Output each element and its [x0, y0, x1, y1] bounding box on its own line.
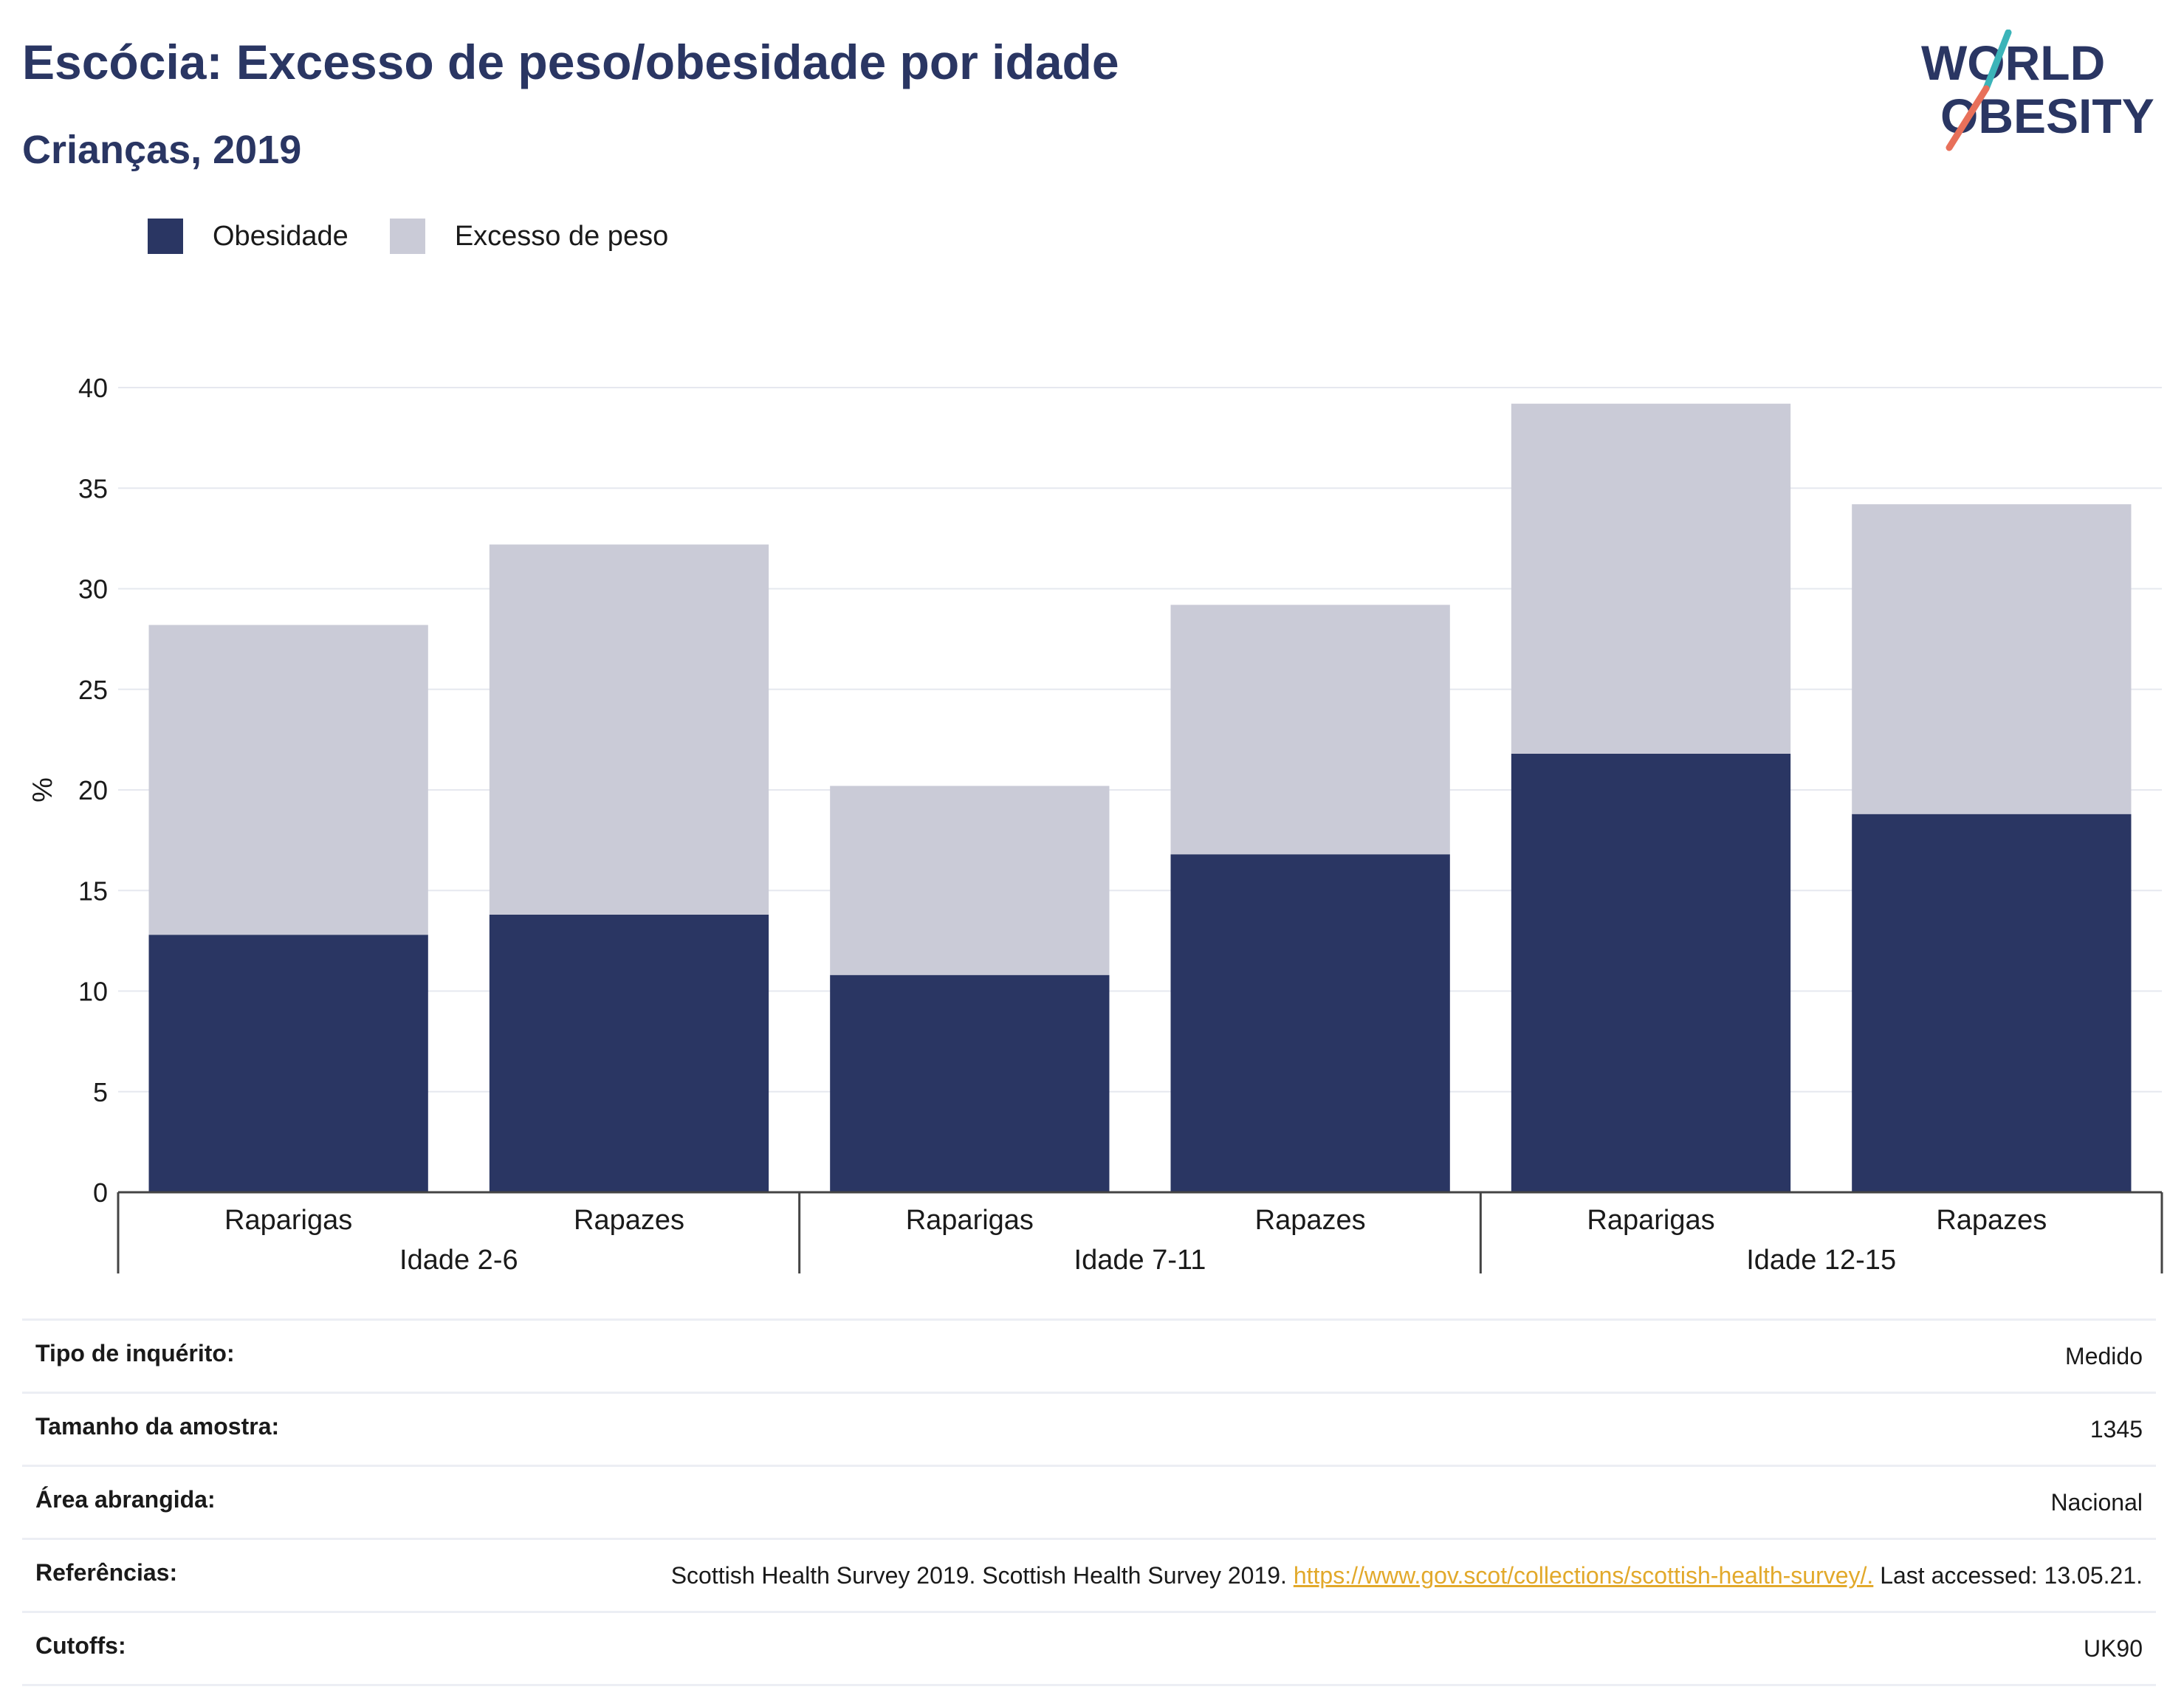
group-label: Idade 7-11: [1074, 1245, 1206, 1276]
bar-obesity: [148, 935, 428, 1192]
bar-obesity: [1852, 814, 2132, 1192]
legend-item-obesity[interactable]: Obesidade: [148, 219, 348, 254]
legend-swatch-overweight: [389, 219, 425, 254]
page-subtitle: Crianças, 2019: [22, 128, 302, 172]
meta-row-references: Referências: Scottish Health Survey 2019…: [22, 1538, 2156, 1611]
legend-item-overweight[interactable]: Excesso de peso: [389, 219, 669, 254]
y-tick-label: 20: [78, 775, 108, 805]
legend-label-overweight: Excesso de peso: [454, 220, 669, 252]
x-tick-label: Raparigas: [224, 1205, 352, 1236]
legend-swatch-obesity: [148, 219, 183, 254]
bar-obesity: [1170, 854, 1450, 1192]
group-label: Idade 2-6: [399, 1245, 518, 1276]
x-tick-label: Raparigas: [906, 1205, 1034, 1236]
bar-obesity: [830, 974, 1110, 1192]
meta-key: Área abrangida:: [35, 1486, 216, 1513]
bar-obesity: [489, 914, 769, 1192]
bar-overweight: [1852, 504, 2132, 814]
x-tick-label: Rapazes: [1255, 1205, 1366, 1236]
bar-overweight: [148, 625, 428, 935]
meta-row-cutoffs: Cutoffs: UK90: [22, 1611, 2156, 1686]
reference-text: Scottish Health Survey 2019. Scottish He…: [670, 1562, 1287, 1589]
chart-legend: Obesidade Excesso de peso: [148, 219, 710, 254]
meta-key: Tamanho da amostra:: [35, 1413, 280, 1440]
reference-accessed: Last accessed: 13.05.21.: [1880, 1562, 2143, 1589]
meta-row-sample-size: Tamanho da amostra: 1345: [22, 1392, 2156, 1465]
meta-key: Tipo de inquérito:: [35, 1340, 235, 1366]
x-tick-label: Raparigas: [1587, 1205, 1714, 1236]
bar-chart: 0 5 10 15 20 25 30 35 40% Raparigas Rapazes Raparig…: [27, 373, 2163, 1276]
world-obesity-logo: WORLD OBESITY: [1921, 30, 2154, 151]
bar-overweight: [1170, 605, 1450, 855]
y-tick-label: 5: [93, 1077, 108, 1107]
y-tick-label: 40: [78, 373, 108, 403]
meta-row-survey-type: Tipo de inquérito: Medido: [22, 1318, 2156, 1392]
reference-link[interactable]: https://www.gov.scot/collections/scottis…: [1293, 1562, 1874, 1589]
survey-metadata-table: Tipo de inquérito: Medido Tamanho da amo…: [22, 1318, 2156, 1686]
meta-row-area: Área abrangida: Nacional: [22, 1465, 2156, 1538]
logo-line1: WORLD: [1921, 35, 2105, 90]
meta-key: Referências:: [35, 1559, 178, 1586]
bar-overweight: [830, 785, 1110, 975]
y-tick-label: 15: [78, 876, 108, 906]
y-tick-label: 0: [93, 1177, 108, 1208]
meta-key: Cutoffs:: [35, 1632, 126, 1659]
meta-value: Scottish Health Survey 2019. Scottish He…: [671, 1559, 2143, 1592]
group-label: Idade 12-15: [1746, 1245, 1896, 1276]
page-title: Escócia: Excesso de peso/obesidade por i…: [22, 35, 1119, 89]
y-tick-label: 25: [78, 675, 108, 705]
y-tick-label: 35: [78, 473, 108, 503]
bar-overweight: [1511, 403, 1791, 754]
meta-value: 1345: [2089, 1416, 2143, 1443]
x-tick-label: Rapazes: [574, 1205, 684, 1236]
bar-overweight: [489, 544, 769, 915]
meta-value: UK90: [2083, 1635, 2143, 1662]
meta-value: Medido: [2065, 1343, 2143, 1369]
y-tick-label: 30: [78, 574, 108, 605]
y-tick-label: 10: [78, 977, 108, 1007]
y-axis-label: %: [27, 777, 58, 802]
bar-obesity: [1511, 753, 1791, 1192]
logo-line2: OBESITY: [1940, 89, 2154, 143]
x-tick-label: Rapazes: [1936, 1205, 2047, 1236]
legend-label-obesity: Obesidade: [213, 220, 348, 252]
meta-value: Nacional: [2050, 1489, 2143, 1516]
